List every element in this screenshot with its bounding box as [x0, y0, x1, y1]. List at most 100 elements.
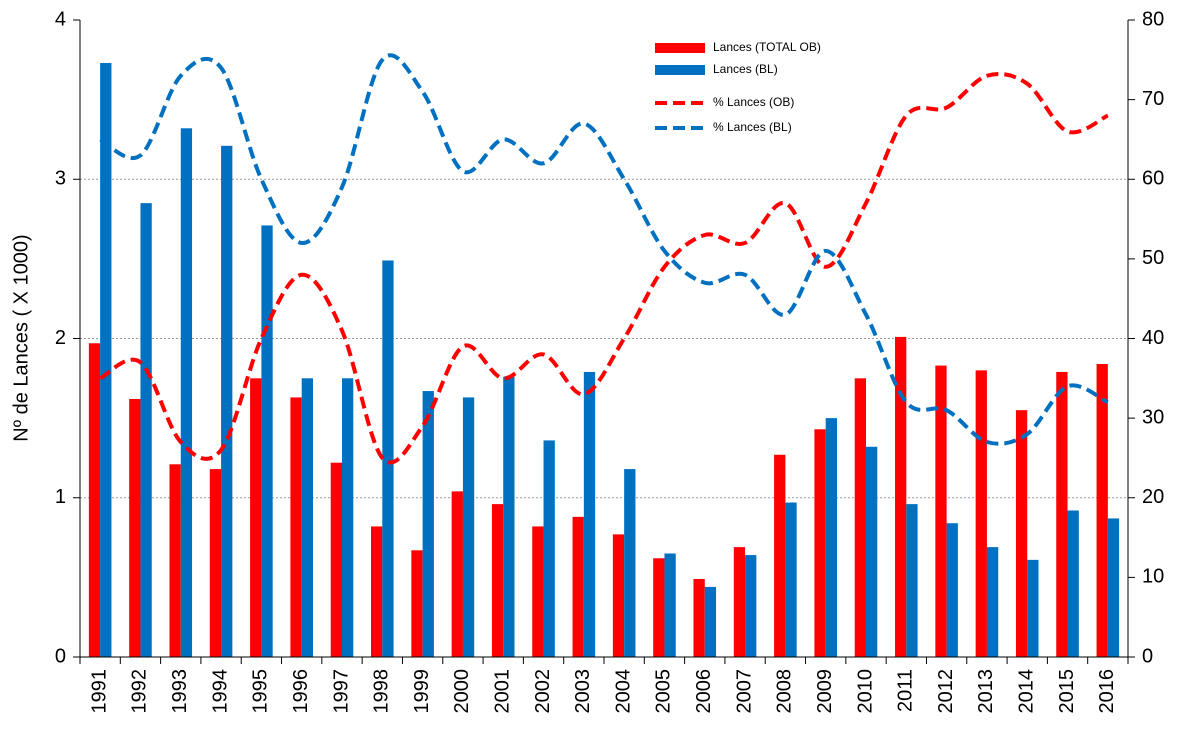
bar	[653, 558, 665, 657]
x-tick-label: 1992	[129, 669, 151, 714]
bar	[451, 491, 463, 657]
bar	[906, 504, 918, 657]
x-tick-label: 1995	[250, 669, 272, 714]
y2-tick-label: 30	[1142, 406, 1164, 428]
y2-tick-label: 80	[1142, 8, 1164, 30]
legend-swatch	[655, 43, 705, 53]
bar	[1056, 371, 1068, 657]
x-tick-label: 1997	[330, 669, 352, 714]
y2-tick-label: 10	[1142, 566, 1164, 588]
x-tick-label: 2005	[653, 669, 675, 714]
y2-tick-label: 70	[1142, 88, 1164, 110]
x-tick-label: 2002	[532, 669, 554, 714]
bar	[140, 203, 152, 657]
bar	[129, 399, 141, 657]
bar	[664, 553, 676, 657]
bar	[946, 523, 958, 657]
bar	[250, 378, 262, 657]
x-tick-label: 1991	[88, 669, 110, 714]
y-tick-label: 0	[55, 645, 66, 667]
bar	[100, 62, 112, 658]
bar	[209, 469, 222, 657]
y-tick-label: 4	[55, 8, 66, 30]
bar	[785, 502, 797, 657]
bar	[532, 526, 544, 657]
bar	[180, 128, 193, 658]
bar	[572, 516, 584, 657]
bar	[895, 336, 907, 657]
x-tick-label: 2001	[492, 669, 514, 714]
x-tick-label: 2006	[693, 669, 715, 714]
bar	[986, 547, 999, 657]
legend-swatch	[655, 65, 705, 75]
y2-tick-label: 20	[1142, 486, 1164, 508]
legend-label: Lances (BL)	[713, 62, 778, 76]
bar	[88, 343, 101, 657]
y-tick-label: 2	[55, 327, 66, 349]
bar	[382, 260, 394, 657]
bar	[503, 376, 515, 657]
x-tick-label: 2011	[895, 669, 917, 712]
bar	[583, 371, 596, 657]
bar	[612, 534, 625, 657]
bar	[704, 586, 717, 657]
x-tick-label: 2012	[935, 669, 957, 714]
x-tick-label: 2007	[733, 669, 755, 714]
x-tick-label: 2010	[854, 669, 876, 714]
bar	[825, 418, 837, 657]
bar	[774, 454, 786, 657]
bar	[330, 462, 342, 657]
x-tick-label: 2000	[451, 669, 473, 714]
x-tick-label: 2003	[572, 669, 594, 714]
y2-tick-label: 40	[1142, 327, 1164, 349]
bar	[462, 397, 475, 657]
bar	[693, 578, 705, 657]
x-tick-label: 2004	[612, 669, 634, 714]
bar	[1015, 410, 1028, 657]
bar	[290, 397, 302, 657]
bar	[342, 378, 354, 657]
bar	[1027, 559, 1039, 657]
bar	[371, 526, 383, 657]
bar	[975, 370, 987, 657]
bar	[745, 555, 757, 657]
x-tick-label: 2008	[774, 669, 796, 714]
y-axis-label: Nº de Lances ( X 1000)	[10, 234, 32, 441]
x-tick-label: 1994	[209, 669, 231, 714]
x-tick-label: 2016	[1096, 669, 1118, 714]
x-tick-label: 2009	[814, 669, 836, 714]
x-tick-label: 1999	[411, 669, 433, 714]
bar	[1096, 363, 1108, 657]
y2-tick-label: 0	[1142, 645, 1153, 667]
bar	[1067, 510, 1079, 657]
line	[99, 71, 1109, 465]
x-tick-label: 1998	[371, 669, 393, 714]
x-tick-label: 2015	[1056, 669, 1078, 714]
bar	[866, 446, 878, 657]
bar	[543, 440, 555, 657]
bar	[814, 429, 826, 657]
x-tick-label: 2014	[1016, 669, 1038, 714]
x-tick-label: 2013	[975, 669, 997, 714]
legend-label: % Lances (BL)	[713, 120, 792, 134]
legend-label: % Lances (OB)	[713, 95, 794, 109]
y-tick-label: 1	[55, 486, 66, 508]
legend-label: Lances (TOTAL OB)	[713, 40, 821, 54]
y2-tick-label: 60	[1142, 168, 1164, 190]
bar	[411, 550, 423, 657]
y-tick-label: 3	[55, 168, 66, 190]
bar	[422, 391, 434, 657]
bar	[169, 464, 181, 657]
line	[99, 53, 1109, 446]
bar	[935, 365, 947, 657]
bar	[221, 145, 233, 657]
bar	[261, 225, 273, 657]
bar	[854, 378, 866, 657]
bar	[301, 378, 313, 657]
bar	[733, 547, 746, 657]
y2-tick-label: 50	[1142, 247, 1164, 269]
bar	[624, 469, 636, 657]
x-tick-label: 1993	[169, 669, 191, 714]
